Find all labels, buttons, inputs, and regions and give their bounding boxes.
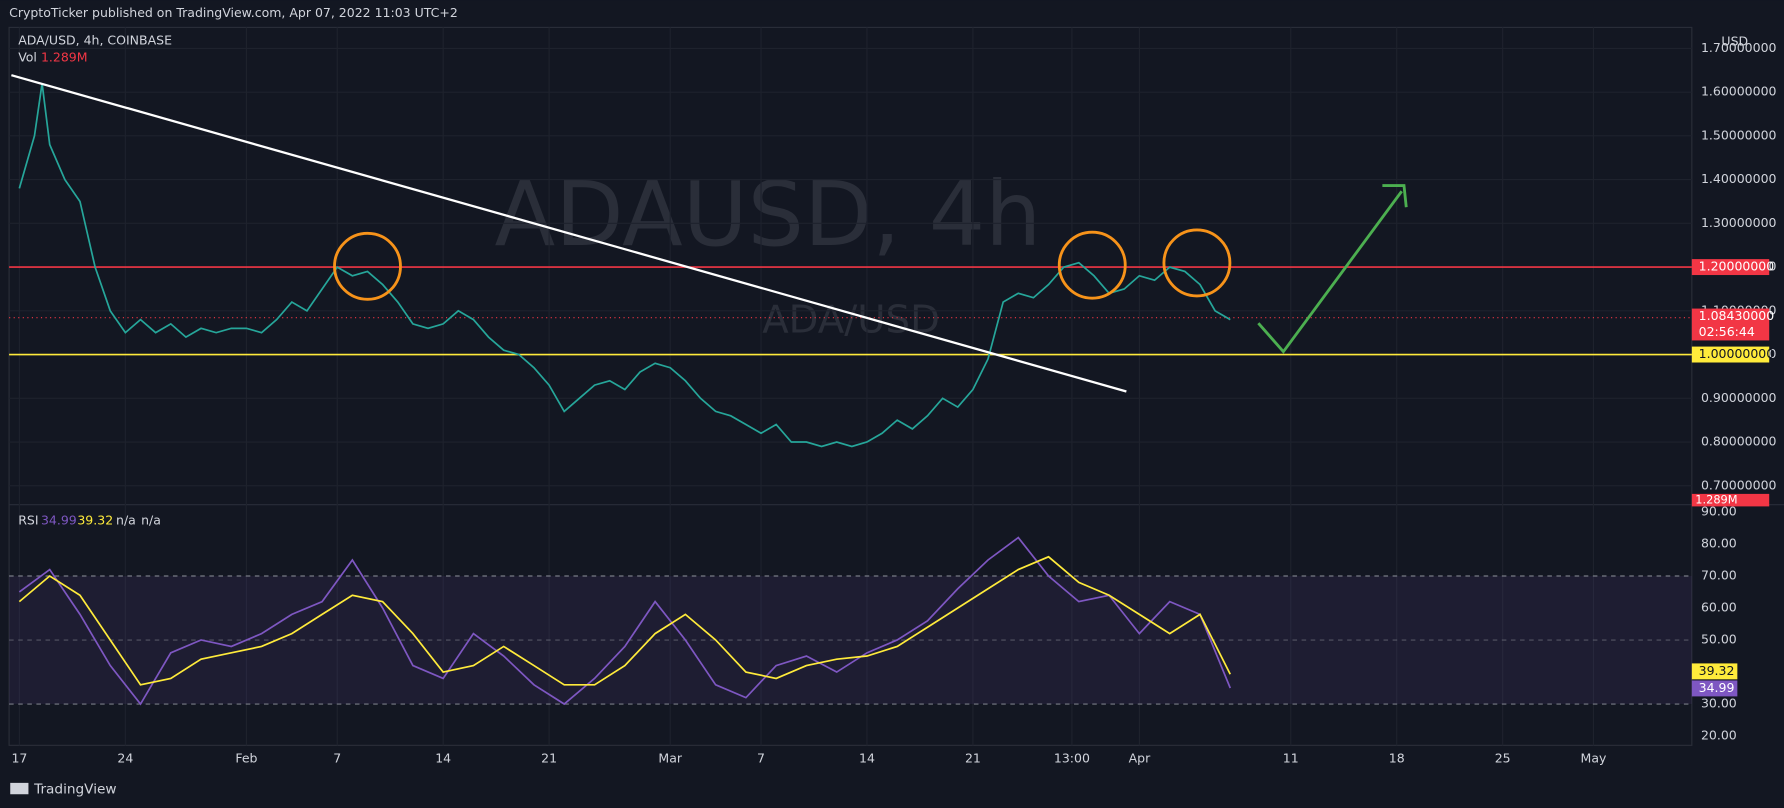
circle-marker bbox=[1162, 228, 1232, 298]
projection-arrow bbox=[1257, 190, 1403, 354]
series-line bbox=[18, 536, 1232, 706]
y-tick-label: 0.80000000 bbox=[1701, 434, 1777, 449]
x-tick-label: 14 bbox=[435, 750, 451, 765]
x-tick-label: 13:00 bbox=[1054, 750, 1090, 765]
value-badge bbox=[1691, 680, 1738, 697]
last-price-badge bbox=[1691, 308, 1770, 341]
rsi-ma-value: 39.32 bbox=[77, 513, 113, 528]
y-tick-label: 1.50000000 bbox=[1701, 127, 1777, 142]
rsi-value: 34.99 bbox=[41, 513, 77, 528]
level-badge bbox=[1691, 259, 1770, 276]
rsi-extra: n/a bbox=[116, 513, 136, 528]
x-tick-label: 7 bbox=[757, 750, 765, 765]
rsi-title: RSI bbox=[18, 513, 38, 528]
countdown: 02:56:44 bbox=[1699, 324, 1755, 339]
watermark: ADAUSD, 4h bbox=[495, 163, 1042, 266]
x-tick-label: May bbox=[1581, 750, 1607, 765]
series-line bbox=[18, 555, 1232, 686]
volume-badge bbox=[1691, 493, 1770, 507]
x-tick-label: 11 bbox=[1283, 750, 1299, 765]
axis-unit: USD bbox=[1721, 34, 1748, 49]
value-badge-text: 39.32 bbox=[1699, 663, 1735, 678]
x-tick-label: Mar bbox=[658, 750, 682, 765]
y-tick-label: 60.00 bbox=[1701, 600, 1737, 615]
value-badge-text: 34.99 bbox=[1699, 680, 1735, 695]
x-tick-label: 21 bbox=[541, 750, 557, 765]
x-tick-label: 21 bbox=[965, 750, 981, 765]
y-tick-label: 30.00 bbox=[1701, 696, 1737, 711]
y-tick-label: 1.30000000 bbox=[1701, 215, 1777, 230]
circle-marker bbox=[333, 231, 402, 301]
volume-badge-text: 1.289M bbox=[1695, 493, 1737, 507]
x-tick-label: 7 bbox=[333, 750, 341, 765]
x-tick-label: Apr bbox=[1129, 750, 1151, 765]
y-tick-label: 0.70000000 bbox=[1701, 477, 1777, 492]
y-tick-label: 0.90000000 bbox=[1701, 390, 1777, 405]
x-tick-label: 18 bbox=[1389, 750, 1405, 765]
series-line bbox=[18, 83, 1231, 448]
y-tick-label: 1.60000000 bbox=[1701, 84, 1777, 99]
symbol-title: ADA/USD, 4h, COINBASE bbox=[18, 33, 172, 48]
value-badge bbox=[1691, 663, 1738, 680]
level-label: 1.00000000 bbox=[1699, 346, 1775, 361]
y-tick-label: 80.00 bbox=[1701, 535, 1737, 550]
level-label: 1.20000000 bbox=[1699, 259, 1775, 274]
frame bbox=[8, 26, 1693, 746]
footer-logo bbox=[10, 782, 29, 795]
footer-brand: TradingView bbox=[33, 782, 116, 798]
header: CryptoTicker published on TradingView.co… bbox=[9, 5, 458, 20]
x-tick-label: 17 bbox=[11, 750, 27, 765]
rsi-extra: n/a bbox=[141, 513, 161, 528]
plot: 0.70000000 0.80000000 0.90000000 1.00000000… bbox=[9, 27, 1777, 765]
volume-value: 1.289M bbox=[41, 50, 88, 65]
last-price-label: 1.08430000 bbox=[1699, 308, 1775, 323]
x-tick-label: Feb bbox=[235, 750, 257, 765]
watermark-sub: ADA/USD bbox=[762, 298, 940, 343]
y-tick-label: 70.00 bbox=[1701, 567, 1737, 582]
volume-label: Vol bbox=[18, 50, 37, 65]
circle-marker bbox=[1057, 230, 1127, 300]
x-tick-label: 25 bbox=[1495, 750, 1511, 765]
trendline bbox=[11, 74, 1127, 393]
y-tick-label: 20.00 bbox=[1701, 728, 1737, 743]
arrow-head bbox=[1382, 184, 1408, 208]
y-tick-label: 1.70000000 bbox=[1701, 40, 1777, 55]
y-tick-label: 1.40000000 bbox=[1701, 171, 1777, 186]
y-tick-label: 50.00 bbox=[1701, 632, 1737, 647]
x-tick-label: 14 bbox=[859, 750, 875, 765]
x-tick-label: 24 bbox=[117, 750, 133, 765]
level-badge bbox=[1691, 346, 1770, 363]
y-tick-label: 90.00 bbox=[1701, 503, 1737, 518]
